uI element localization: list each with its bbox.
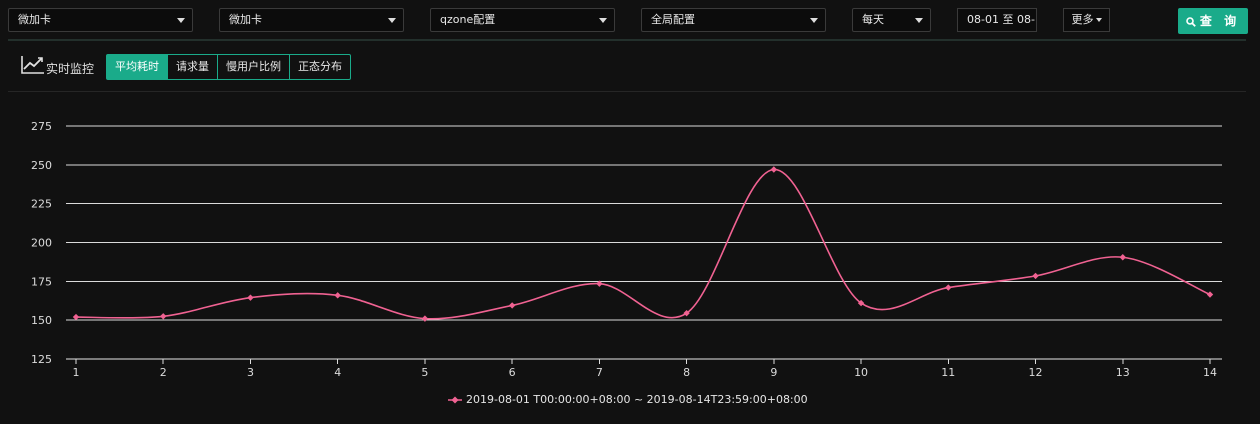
tab-slow-user-ratio[interactable]: 慢用户比例 (217, 54, 290, 80)
scope-select-value: 全局配置 (651, 13, 695, 26)
x-tick-label: 6 (509, 366, 516, 379)
query-button-label: 查 询 (1199, 14, 1241, 28)
x-tick-label: 9 (770, 366, 777, 379)
more-button-label: 更多 (1071, 13, 1094, 26)
x-tick-label: 1 (73, 366, 80, 379)
chart-legend[interactable]: 2019-08-01 T00:00:00+08:00 ~ 2019-08-14T… (448, 393, 808, 406)
data-point (247, 294, 254, 301)
data-point (421, 315, 429, 322)
legend-series-label: 2019-08-01 T00:00:00+08:00 ~ 2019-08-14T… (466, 393, 808, 406)
x-tick-label: 11 (941, 366, 955, 379)
data-point (508, 302, 516, 309)
data-point (334, 292, 341, 299)
granularity-select-value: 每天 (862, 13, 884, 26)
query-button[interactable]: 查 询 (1178, 8, 1248, 34)
tab-avg-latency[interactable]: 平均耗时 (106, 54, 168, 80)
series-line (75, 168, 1211, 320)
x-tick-label: 13 (1116, 366, 1130, 379)
y-tick-label: 250 (31, 159, 52, 172)
chevron-down-icon (388, 18, 396, 23)
line-chart-icon (21, 56, 44, 74)
data-point (1206, 291, 1214, 298)
chevron-down-icon (599, 18, 607, 23)
y-tick-label: 275 (31, 120, 52, 133)
module-select[interactable]: 微加卡 (219, 8, 404, 32)
data-point (1032, 272, 1039, 280)
config-select-value: qzone配置 (440, 13, 496, 26)
tab-request-count[interactable]: 请求量 (167, 54, 218, 80)
section-divider (8, 91, 1246, 92)
x-tick-label: 14 (1203, 366, 1217, 379)
x-tick-label: 5 (421, 366, 428, 379)
chevron-down-icon (810, 18, 818, 23)
tab-normal-distribution[interactable]: 正态分布 (289, 54, 351, 80)
metric-tabs: 平均耗时 请求量 慢用户比例 正态分布 (106, 54, 351, 80)
y-tick-label: 225 (31, 198, 52, 211)
scope-select[interactable]: 全局配置 (641, 8, 826, 32)
module-select-value: 微加卡 (229, 13, 262, 26)
data-point (770, 166, 778, 173)
x-tick-label: 2 (160, 366, 167, 379)
monitor-title: 实时监控 (46, 62, 95, 76)
data-point (596, 280, 603, 287)
x-tick-label: 10 (854, 366, 868, 379)
product-select[interactable]: 微加卡 (8, 8, 193, 32)
config-select[interactable]: qzone配置 (430, 8, 615, 32)
data-point (857, 299, 865, 307)
y-tick-label: 200 (31, 237, 52, 250)
chevron-down-icon (915, 18, 923, 23)
data-point (160, 313, 167, 320)
data-point (72, 313, 80, 321)
x-tick-label: 7 (596, 366, 603, 379)
data-point (945, 284, 952, 291)
y-tick-label: 175 (31, 275, 52, 288)
granularity-select[interactable]: 每天 (852, 8, 931, 32)
x-tick-label: 12 (1029, 366, 1043, 379)
y-tick-label: 150 (31, 314, 52, 327)
product-select-value: 微加卡 (18, 13, 51, 26)
legend-marker-icon (448, 396, 462, 404)
date-range-input[interactable]: 08-01 至 08-14 (957, 8, 1037, 32)
chevron-down-icon (177, 18, 185, 23)
x-tick-label: 3 (247, 366, 254, 379)
x-tick-label: 8 (683, 366, 690, 379)
filter-toolbar: 微加卡 微加卡 qzone配置 全局配置 每天 08-01 至 08-14 更多… (0, 0, 1260, 41)
y-tick-label: 125 (31, 353, 52, 366)
search-icon (1186, 17, 1196, 27)
more-button[interactable]: 更多 (1063, 8, 1110, 32)
data-point (1119, 254, 1126, 261)
chevron-down-icon (1095, 18, 1102, 22)
toolbar-divider (8, 39, 1246, 41)
x-tick-label: 4 (334, 366, 341, 379)
